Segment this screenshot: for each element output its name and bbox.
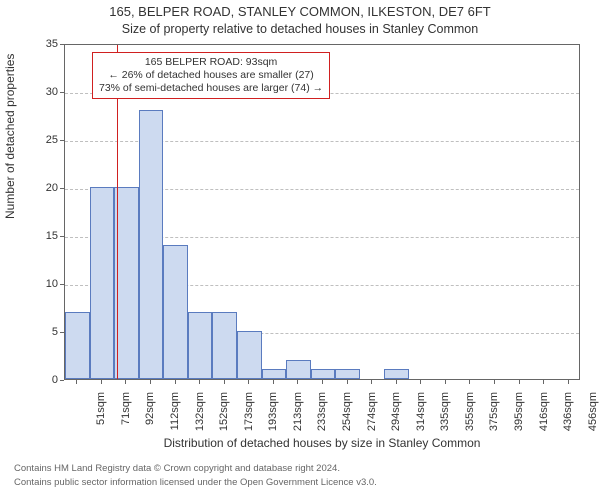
histogram-bar	[163, 245, 188, 379]
xtick-mark	[519, 380, 520, 384]
xtick-mark	[494, 380, 495, 384]
histogram-bar	[384, 369, 409, 379]
xtick-label: 152sqm	[218, 392, 230, 442]
xtick-mark	[568, 380, 569, 384]
histogram-bar	[286, 360, 311, 379]
xtick-mark	[199, 380, 200, 384]
ytick-mark	[60, 140, 64, 141]
xtick-label: 355sqm	[464, 392, 476, 442]
xtick-mark	[396, 380, 397, 384]
xtick-mark	[445, 380, 446, 384]
histogram-bar	[90, 187, 115, 379]
histogram-bar	[139, 110, 164, 379]
ytick-label: 15	[30, 230, 58, 242]
xtick-mark	[76, 380, 77, 384]
xtick-mark	[371, 380, 372, 384]
xtick-mark	[175, 380, 176, 384]
ytick-mark	[60, 284, 64, 285]
ytick-label: 20	[30, 182, 58, 194]
xtick-mark	[273, 380, 274, 384]
ytick-label: 0	[30, 374, 58, 386]
ytick-label: 30	[30, 86, 58, 98]
ytick-mark	[60, 380, 64, 381]
footer-line-1: Contains HM Land Registry data © Crown c…	[14, 463, 340, 474]
annotation-box: 165 BELPER ROAD: 93sqm ← 26% of detached…	[92, 52, 330, 99]
xtick-mark	[543, 380, 544, 384]
xtick-mark	[420, 380, 421, 384]
xtick-label: 193sqm	[267, 392, 279, 442]
histogram-bar	[335, 369, 360, 379]
xtick-mark	[101, 380, 102, 384]
ytick-mark	[60, 236, 64, 237]
histogram-bar	[237, 331, 262, 379]
annotation-line-1: 165 BELPER ROAD: 93sqm	[99, 56, 323, 69]
xtick-label: 51sqm	[95, 392, 107, 442]
xtick-label: 456sqm	[587, 392, 599, 442]
ytick-mark	[60, 332, 64, 333]
annotation-line-2: ← 26% of detached houses are smaller (27…	[99, 69, 323, 82]
xtick-mark	[248, 380, 249, 384]
xtick-label: 416sqm	[538, 392, 550, 442]
xtick-label: 335sqm	[439, 392, 451, 442]
ytick-label: 5	[30, 326, 58, 338]
xtick-mark	[469, 380, 470, 384]
xtick-mark	[125, 380, 126, 384]
xtick-label: 71sqm	[120, 392, 132, 442]
ytick-label: 25	[30, 134, 58, 146]
y-axis-label: Number of detached properties	[3, 203, 17, 219]
xtick-mark	[297, 380, 298, 384]
chart-title-main: 165, BELPER ROAD, STANLEY COMMON, ILKEST…	[0, 4, 600, 19]
ytick-mark	[60, 44, 64, 45]
histogram-bar	[188, 312, 213, 379]
xtick-label: 294sqm	[390, 392, 402, 442]
xtick-label: 254sqm	[341, 392, 353, 442]
chart-title-sub: Size of property relative to detached ho…	[0, 22, 600, 36]
histogram-bar	[311, 369, 336, 379]
xtick-label: 173sqm	[243, 392, 255, 442]
xtick-mark	[150, 380, 151, 384]
xtick-label: 213sqm	[292, 392, 304, 442]
xtick-label: 92sqm	[144, 392, 156, 442]
xtick-mark	[224, 380, 225, 384]
histogram-bar	[114, 187, 139, 379]
xtick-mark	[322, 380, 323, 384]
ytick-mark	[60, 92, 64, 93]
xtick-label: 436sqm	[562, 392, 574, 442]
xtick-label: 112sqm	[169, 392, 181, 442]
xtick-label: 395sqm	[513, 392, 525, 442]
xtick-label: 233sqm	[316, 392, 328, 442]
xtick-label: 375sqm	[488, 392, 500, 442]
ytick-label: 35	[30, 38, 58, 50]
ytick-mark	[60, 188, 64, 189]
histogram-bar	[212, 312, 237, 379]
xtick-mark	[347, 380, 348, 384]
footer-line-2: Contains public sector information licen…	[14, 477, 377, 488]
xtick-label: 274sqm	[366, 392, 378, 442]
histogram-bar	[65, 312, 90, 379]
chart-container: 165, BELPER ROAD, STANLEY COMMON, ILKEST…	[0, 0, 600, 500]
xtick-label: 132sqm	[194, 392, 206, 442]
ytick-label: 10	[30, 278, 58, 290]
histogram-bar	[262, 369, 287, 379]
xtick-label: 314sqm	[415, 392, 427, 442]
annotation-line-3: 73% of semi-detached houses are larger (…	[99, 82, 323, 95]
